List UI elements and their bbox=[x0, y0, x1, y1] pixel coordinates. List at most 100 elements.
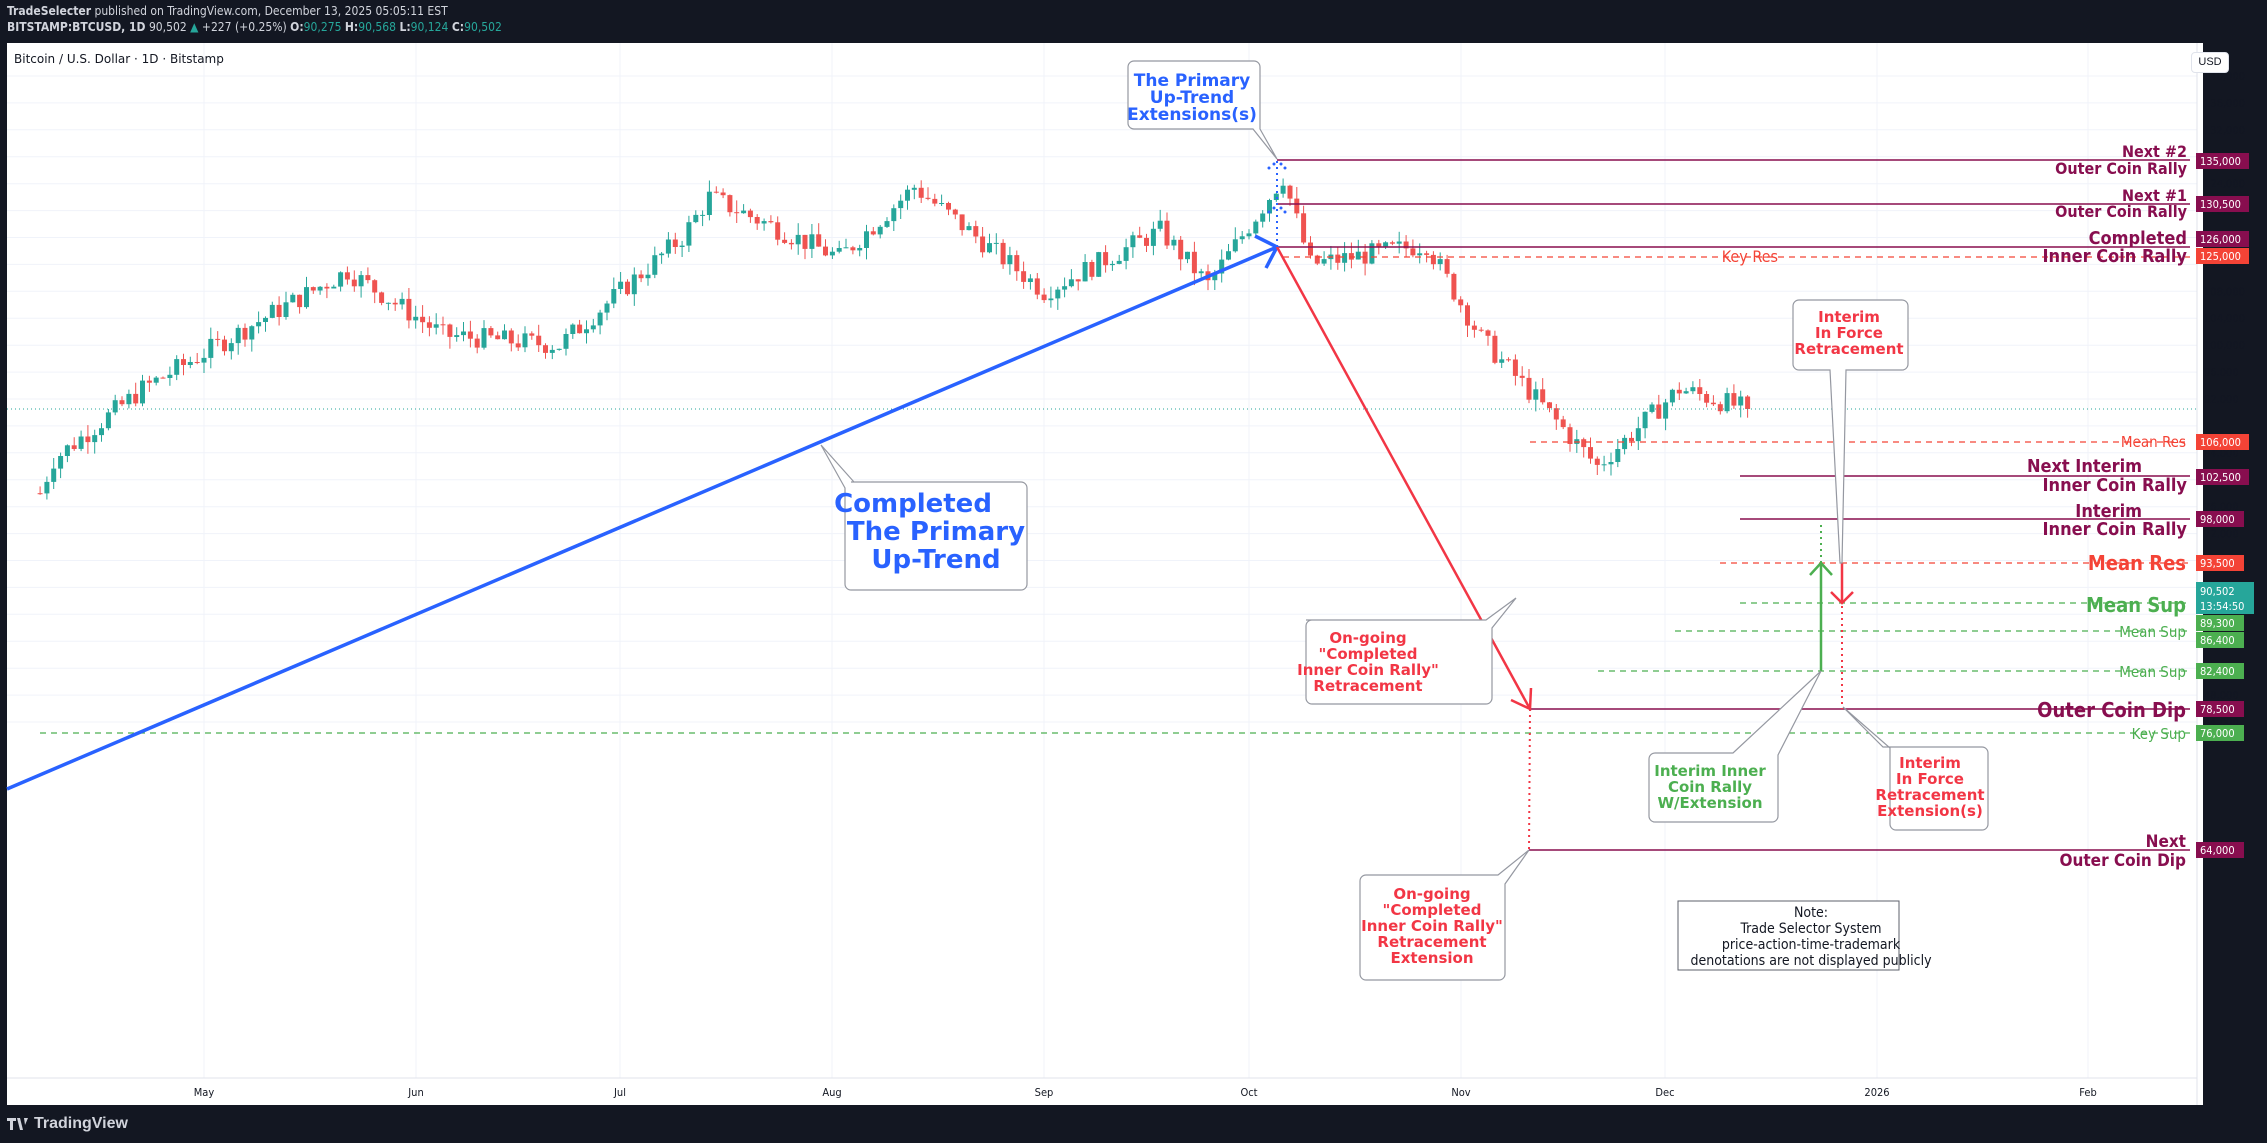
callout-ongoing-retracement-extension[interactable]: On-going "Completed Inner Coin Rally" Re… bbox=[1359, 849, 1530, 981]
candle bbox=[379, 292, 385, 303]
candle bbox=[1014, 255, 1020, 272]
candle bbox=[324, 286, 330, 289]
retracement-extension-dotted[interactable] bbox=[1528, 708, 1531, 851]
candle bbox=[1663, 402, 1669, 419]
high-value: 90,568 bbox=[358, 20, 396, 34]
candle bbox=[1321, 259, 1327, 264]
candle bbox=[993, 242, 999, 244]
badge-125000: 125,000 bbox=[2200, 250, 2241, 263]
candle bbox=[898, 200, 904, 209]
callout-text: Inner Coin Rally" bbox=[1361, 917, 1503, 935]
candle bbox=[747, 210, 753, 218]
time-axis[interactable]: May Jun Jul Aug Sep Oct Nov Dec 2026 Feb bbox=[194, 1086, 2097, 1099]
callout-text: On-going bbox=[1329, 629, 1406, 647]
candle bbox=[741, 210, 747, 214]
candle bbox=[310, 287, 316, 291]
candle bbox=[174, 359, 180, 375]
candle bbox=[392, 302, 398, 305]
callout-interim-rally-extension[interactable]: Interim Inner Coin Rally W/Extension bbox=[1648, 670, 1822, 823]
candle bbox=[365, 275, 371, 281]
callout-text: Retracement bbox=[1377, 933, 1486, 951]
label-outer-coin-rally-1: Outer Coin Rally bbox=[2055, 202, 2188, 221]
candle bbox=[584, 329, 589, 334]
callout-ongoing-retracement[interactable]: On-going "Completed Inner Coin Rally" Re… bbox=[1297, 597, 1517, 705]
callout-text: "Completed bbox=[1319, 645, 1418, 663]
note-text: Note: bbox=[1794, 905, 1828, 921]
grid-lines bbox=[7, 43, 2197, 1078]
callout-uptrend-extensions[interactable]: The Primary Up-Trend Extensions(s) bbox=[1127, 60, 1278, 160]
candle bbox=[1560, 419, 1566, 428]
candle bbox=[119, 400, 125, 405]
price-tick: 132,000 bbox=[2204, 124, 2245, 137]
candle bbox=[1314, 255, 1320, 264]
badge-64000: 64,000 bbox=[2200, 844, 2235, 857]
candle bbox=[802, 234, 808, 249]
label-mean-sup-893: Mean Sup bbox=[2086, 593, 2186, 617]
candle bbox=[167, 374, 173, 378]
label-next1: Next #1 bbox=[2122, 186, 2187, 205]
callout-interim-retracement-extensions[interactable]: Interim In Force Retracement Extension(s… bbox=[1842, 706, 1989, 831]
price-tick: 84,000 bbox=[2204, 447, 2239, 460]
label-next: Next bbox=[2146, 832, 2186, 852]
candle bbox=[1137, 235, 1143, 238]
candle bbox=[700, 214, 706, 216]
candle bbox=[508, 330, 514, 344]
interim-retracement-arrow[interactable] bbox=[1830, 563, 1854, 709]
candle bbox=[215, 338, 221, 340]
candle bbox=[706, 191, 712, 215]
badge-76000: 76,000 bbox=[2200, 727, 2235, 740]
time-tick: Nov bbox=[1451, 1086, 1470, 1099]
candle bbox=[857, 248, 863, 251]
up-triangle-icon: ▲ bbox=[190, 20, 199, 34]
candle bbox=[1294, 198, 1300, 214]
candle bbox=[51, 468, 57, 482]
candle bbox=[1478, 329, 1484, 331]
candle bbox=[1669, 389, 1675, 403]
candlestick-series[interactable] bbox=[37, 178, 1751, 500]
label-next-interim-rally: Inner Coin Rally bbox=[2043, 475, 2188, 496]
callout-interim-in-force-retracement[interactable]: Interim In Force Retracement bbox=[1792, 299, 1909, 564]
callout-text: Up-Trend bbox=[1150, 88, 1234, 108]
primary-uptrend-line[interactable] bbox=[6, 234, 1280, 791]
candle bbox=[1581, 439, 1587, 448]
candle bbox=[133, 393, 139, 404]
candle bbox=[761, 221, 767, 224]
candle bbox=[1553, 408, 1559, 420]
tv-logo-icon bbox=[7, 1118, 28, 1130]
time-tick: Feb bbox=[2079, 1086, 2096, 1099]
candle bbox=[1109, 263, 1115, 266]
interim-rally-arrow[interactable] bbox=[1809, 522, 1833, 671]
candle bbox=[37, 493, 43, 495]
note-text: price-action-time-trademark bbox=[1722, 937, 1901, 953]
candle bbox=[905, 189, 910, 201]
time-tick: Jul bbox=[613, 1086, 626, 1099]
brand-name: TradingView bbox=[34, 1115, 128, 1132]
candle bbox=[1144, 237, 1149, 246]
candle bbox=[1451, 273, 1457, 300]
tradingview-logo[interactable]: TradingView bbox=[7, 1115, 128, 1133]
level-lines[interactable] bbox=[40, 159, 2190, 851]
candle bbox=[1724, 393, 1730, 412]
candle bbox=[549, 349, 555, 353]
callout-text: Interim Inner bbox=[1654, 762, 1766, 780]
candle bbox=[1082, 262, 1088, 282]
author-name[interactable]: TradeSelecter bbox=[7, 4, 92, 18]
candle bbox=[1649, 404, 1655, 412]
candle bbox=[850, 247, 856, 251]
candle bbox=[276, 304, 282, 317]
candle bbox=[768, 221, 774, 223]
candle bbox=[256, 322, 262, 327]
candle bbox=[870, 231, 876, 235]
time-tick: 2026 bbox=[1864, 1086, 1889, 1099]
callout-completed-uptrend[interactable]: Completed The Primary Up-Trend bbox=[820, 444, 1028, 591]
candle bbox=[727, 195, 733, 213]
candle bbox=[570, 324, 576, 334]
candle bbox=[1430, 254, 1436, 265]
note-box[interactable]: Note: Trade Selector System price-action… bbox=[1677, 900, 1932, 971]
candle bbox=[1041, 294, 1047, 301]
candle bbox=[64, 445, 70, 456]
candle bbox=[140, 380, 145, 404]
candle bbox=[1150, 228, 1156, 246]
currency-button[interactable]: USD bbox=[2191, 52, 2229, 73]
